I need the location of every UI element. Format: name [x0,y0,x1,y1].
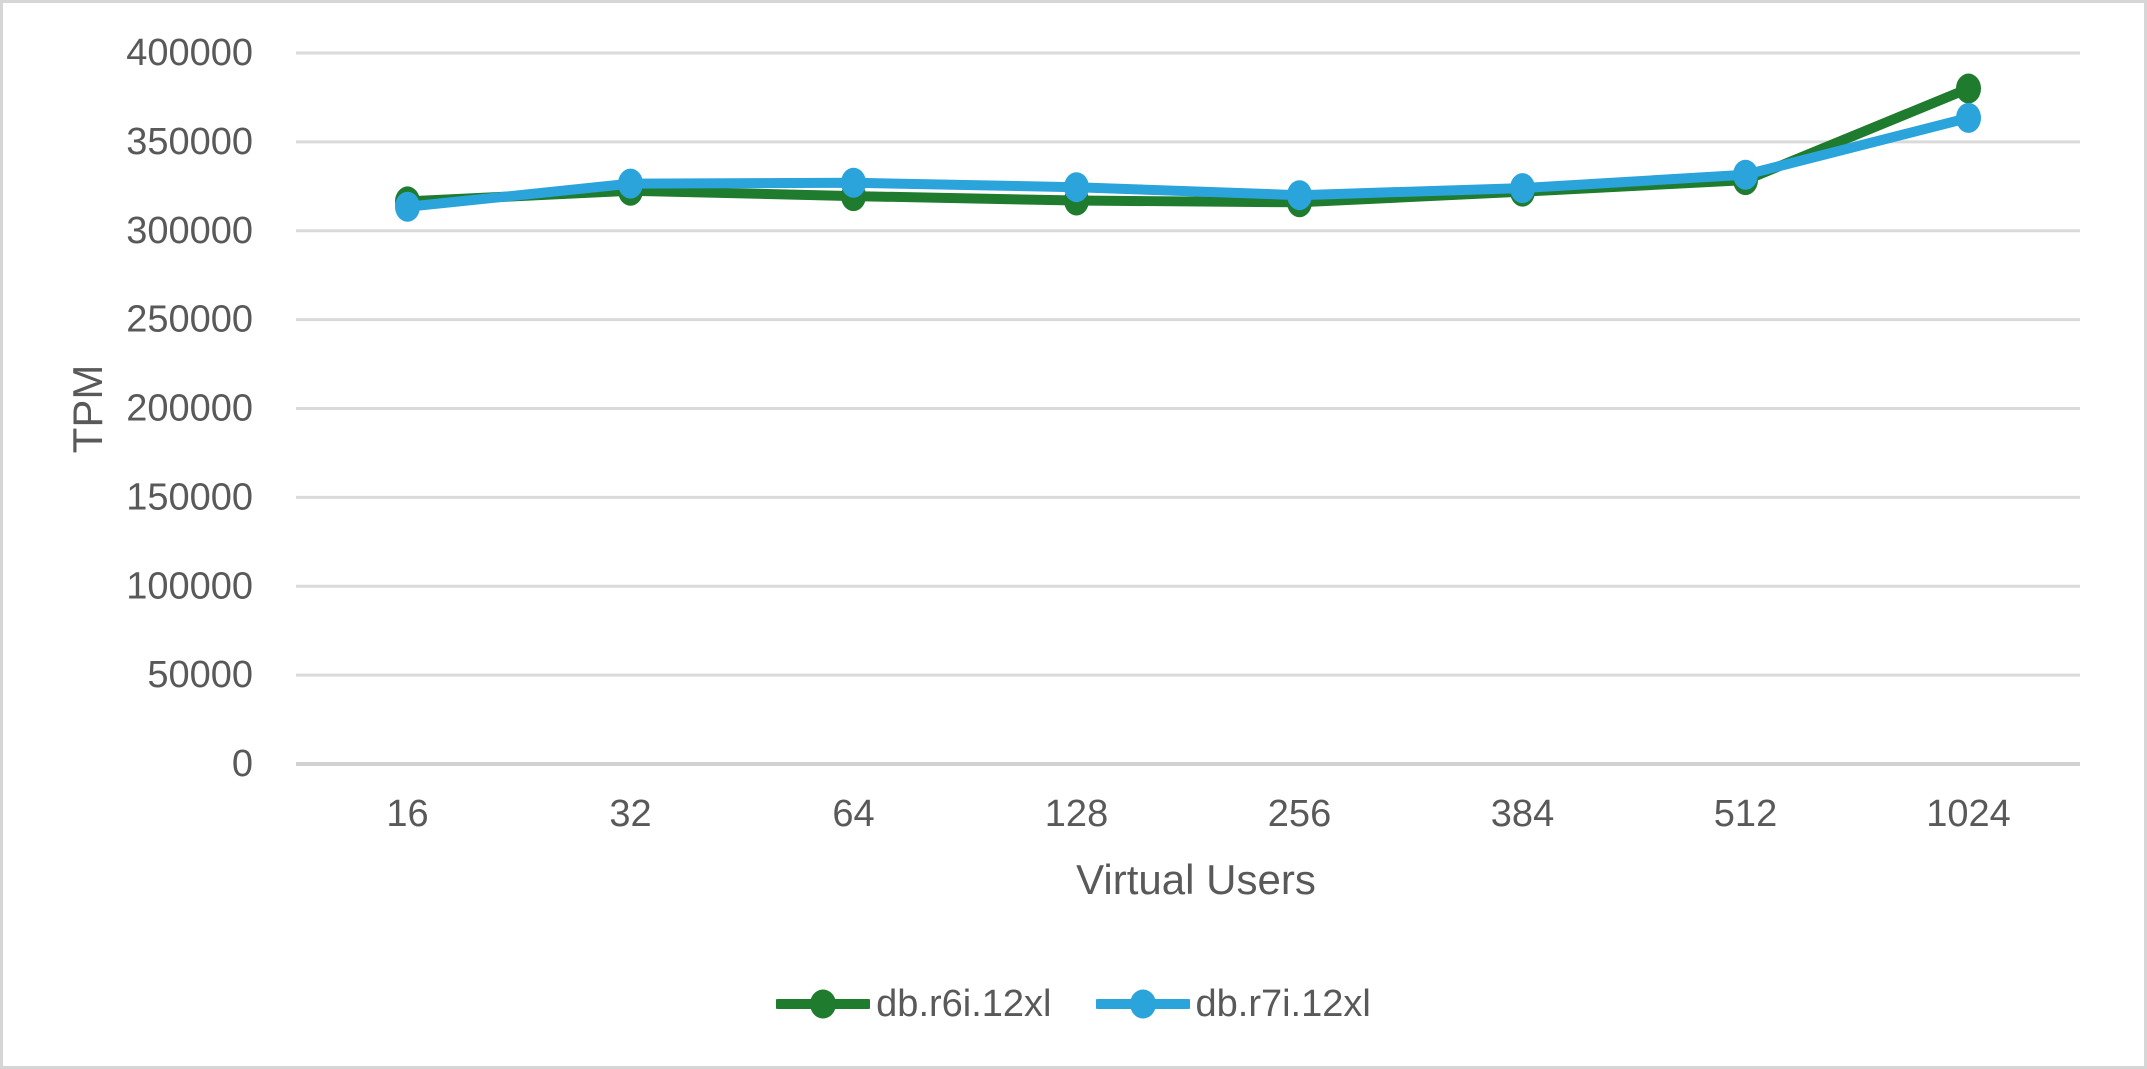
chart-plot: 400000 350000 300000 250000 200000 150000 1000… [126,32,2080,835]
data-point-marker-db.r7i.12xl [1733,159,1758,190]
y-tick-label: 250000 [126,299,253,341]
data-point-marker-db.r7i.12xl [618,168,643,199]
x-axis-title: Virtual Users [1076,856,1316,903]
data-point-marker-db.r7i.12xl [1956,102,1981,133]
x-tick-label: 1024 [1926,793,2011,835]
y-tick-label: 50000 [147,654,253,696]
data-point-marker-db.r7i.12xl [841,167,866,198]
y-tick-label: 200000 [126,388,253,430]
legend-item-db.r6i.12xl: db.r6i.12xl [776,982,1052,1026]
data-point-marker-db.r7i.12xl [1287,180,1312,211]
data-point-marker-db.r7i.12xl [1510,173,1535,204]
legend-line-marker-icon [776,989,871,1019]
legend-item-label: db.r7i.12xl [1195,982,1371,1025]
legend-line-marker-icon [1095,989,1190,1019]
x-tick-label: 16 [386,793,428,835]
legend-item-db.r7i.12xl: db.r7i.12xl [1095,982,1371,1026]
series-line-db.r7i.12xl [402,112,1974,212]
x-tick-label: 384 [1491,793,1554,835]
x-tick-label: 256 [1268,793,1331,835]
x-tick-label: 32 [609,793,651,835]
y-tick-label: 300000 [126,210,253,252]
y-tick-label: 350000 [126,121,253,163]
x-tick-label: 512 [1714,793,1777,835]
chart-legend: db.r6i.12xl db.r7i.12xl [3,983,2144,1025]
legend-item-label: db.r6i.12xl [876,982,1052,1025]
data-point-marker-db.r6i.12xl [1956,73,1981,104]
y-tick-label: 150000 [126,476,253,518]
y-axis-title: TPM [64,364,111,454]
y-tick-label: 0 [232,743,253,785]
y-tick-label: 100000 [126,565,253,607]
series-line-db.r6i.12xl [402,83,1974,208]
data-point-marker-db.r7i.12xl [1064,172,1089,203]
x-tick-label: 64 [832,793,874,835]
x-tick-label: 128 [1045,793,1108,835]
data-point-marker-db.r7i.12xl [395,191,420,222]
y-tick-label: 400000 [126,32,253,74]
